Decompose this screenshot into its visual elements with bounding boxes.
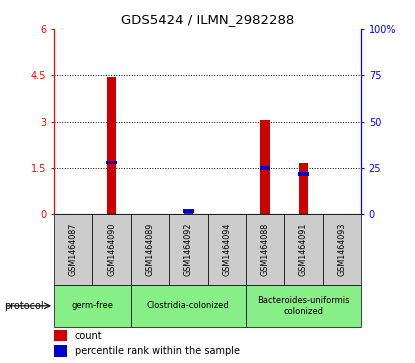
Bar [93,214,131,285]
Text: GSM1464090: GSM1464090 [107,223,116,276]
Bar [107,77,116,214]
Bar [260,120,270,214]
Text: GSM1464093: GSM1464093 [337,223,347,276]
Bar [131,285,246,327]
Bar [54,330,67,341]
Text: GSM1464088: GSM1464088 [261,223,270,276]
Bar [106,161,117,164]
Text: GSM1464091: GSM1464091 [299,223,308,276]
Bar [299,163,308,214]
Text: percentile rank within the sample: percentile rank within the sample [75,346,240,356]
Text: GSM1464094: GSM1464094 [222,223,231,276]
Bar [169,214,208,285]
Text: protocol: protocol [4,301,44,311]
Bar [260,166,270,170]
Text: GSM1464092: GSM1464092 [184,223,193,276]
Bar [208,214,246,285]
Bar [246,214,284,285]
Text: Bacteroides-uniformis
colonized: Bacteroides-uniformis colonized [257,296,350,315]
Bar [183,211,193,214]
Text: GSM1464087: GSM1464087 [68,223,78,276]
Title: GDS5424 / ILMN_2982288: GDS5424 / ILMN_2982288 [121,13,294,26]
Bar [298,172,309,176]
Bar [183,209,193,213]
Bar [54,345,67,357]
Bar [284,214,323,285]
Bar [131,214,169,285]
Text: Clostridia-colonized: Clostridia-colonized [147,301,229,310]
Text: germ-free: germ-free [71,301,113,310]
Bar [323,214,361,285]
Text: count: count [75,331,103,340]
Bar [54,285,131,327]
Bar [246,285,361,327]
Text: GSM1464089: GSM1464089 [145,223,154,276]
Bar [54,214,92,285]
